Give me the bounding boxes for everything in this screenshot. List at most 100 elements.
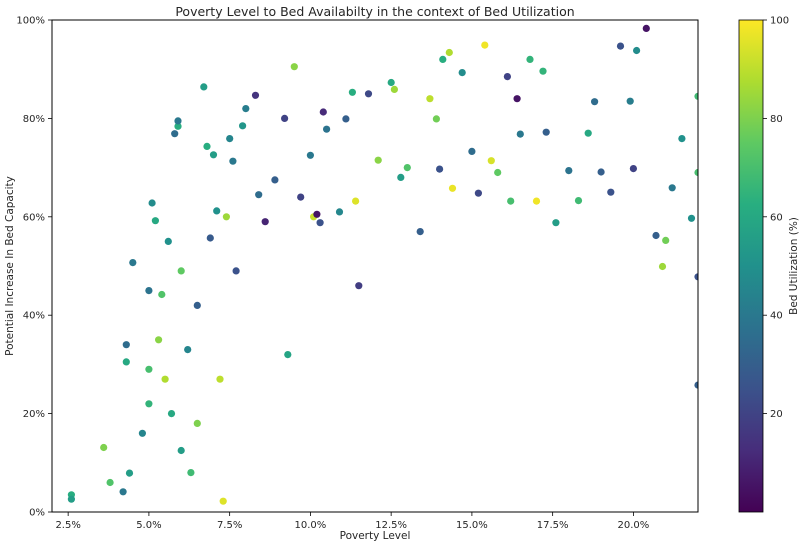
y-tick-label: 80% (23, 114, 45, 125)
data-point (200, 83, 208, 91)
data-point (694, 381, 698, 389)
data-point (151, 217, 159, 225)
data-point (167, 410, 176, 418)
data-point (251, 91, 260, 99)
data-point (507, 197, 515, 205)
y-tick-label: 60% (23, 212, 45, 223)
data-point (323, 125, 331, 133)
data-point (100, 443, 108, 452)
data-point (271, 176, 279, 184)
data-point (694, 92, 698, 100)
data-point (306, 151, 314, 159)
data-point (138, 429, 146, 437)
data-point (481, 41, 489, 49)
y-tick-label: 0% (29, 508, 45, 519)
data-point (426, 95, 434, 103)
data-point (187, 469, 195, 477)
data-point (432, 115, 440, 123)
x-tick-label: 5.0% (136, 520, 161, 531)
data-point (526, 55, 534, 64)
data-point (616, 42, 625, 50)
data-point (216, 375, 224, 383)
data-point (122, 358, 130, 366)
data-point (513, 95, 521, 103)
y-axis-label: Potential Increase In Bed Capacity (4, 176, 16, 356)
data-point (694, 168, 698, 177)
x-tick-label: 20.0% (618, 520, 650, 531)
data-point (335, 208, 344, 216)
data-point (574, 197, 583, 205)
data-point (532, 197, 541, 205)
data-point (209, 151, 218, 159)
data-point (164, 237, 172, 245)
data-point (297, 193, 305, 201)
x-tick-label: 12.5% (375, 520, 407, 531)
data-point (145, 400, 153, 408)
data-point (607, 188, 615, 196)
data-point (122, 341, 130, 349)
data-point (171, 130, 179, 138)
data-point (694, 273, 698, 281)
data-point (226, 135, 234, 143)
data-point (397, 173, 405, 181)
data-point (174, 122, 182, 130)
data-point (242, 105, 250, 113)
data-point (281, 114, 289, 122)
data-point (348, 88, 356, 96)
data-point (626, 97, 634, 105)
data-point (125, 469, 134, 477)
data-point (584, 129, 592, 137)
data-point (316, 219, 324, 227)
data-point (658, 262, 667, 271)
data-point (439, 55, 447, 64)
data-point (374, 156, 382, 164)
data-point (261, 218, 269, 226)
y-tick-label: 100% (16, 16, 45, 27)
data-point (678, 135, 686, 143)
data-point (232, 267, 240, 275)
data-point (642, 24, 650, 32)
data-point (668, 184, 676, 192)
data-point (364, 90, 373, 98)
colorbar-tick-label: 100 (770, 16, 789, 27)
data-point (239, 122, 247, 130)
data-point (184, 346, 192, 354)
data-point (390, 85, 398, 93)
data-point (145, 365, 153, 373)
colorbar-label: Bed Utilization (%) (788, 217, 800, 315)
data-point (203, 142, 211, 150)
data-point (403, 164, 411, 172)
data-point (313, 210, 321, 218)
colorbar (738, 19, 764, 513)
data-point (458, 69, 466, 77)
data-point (565, 167, 573, 175)
data-point (552, 219, 560, 227)
data-point (119, 488, 127, 496)
data-point (445, 48, 453, 57)
plot-frame (51, 19, 699, 513)
data-point (355, 282, 363, 290)
x-tick-label: 2.5% (55, 520, 80, 531)
x-axis: 2.5% 5.0% 7.5% 10.0% 12.5% 15.0% 17.5% 20.0% (55, 512, 649, 531)
data-point (67, 495, 75, 503)
data-point (539, 67, 547, 75)
data-point (342, 115, 350, 123)
data-point (687, 214, 696, 222)
data-point (319, 108, 327, 116)
data-point (255, 191, 263, 199)
data-point (468, 147, 476, 155)
data-point (436, 165, 444, 173)
colorbar-tick-label: 60 (770, 212, 783, 223)
data-point (629, 165, 638, 173)
data-point (158, 290, 166, 299)
colorbar-tick-label: 40 (770, 311, 783, 322)
x-tick-label: 17.5% (537, 520, 569, 531)
colorbar-tick-label: 20 (770, 409, 783, 420)
data-point (494, 168, 502, 177)
data-point (177, 446, 185, 455)
data-point (193, 301, 201, 309)
x-axis-label: Poverty Level (340, 530, 411, 542)
data-point (222, 213, 230, 221)
y-tick-label: 40% (23, 311, 45, 322)
